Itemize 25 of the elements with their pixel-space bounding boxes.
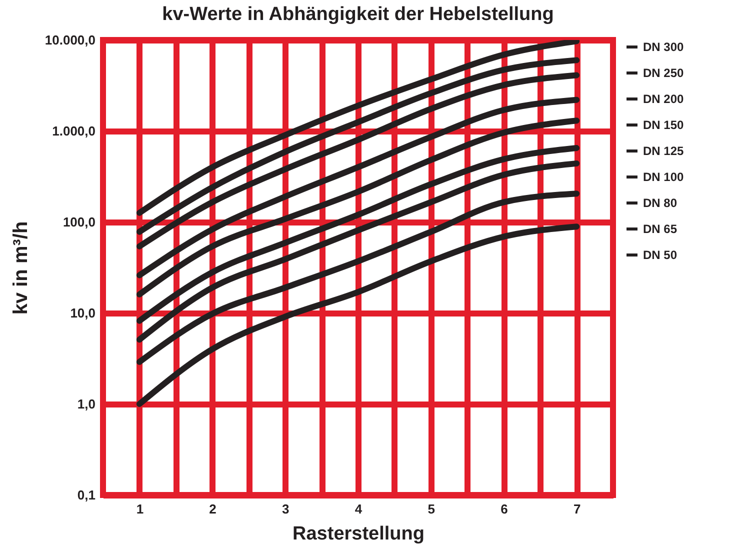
legend-label: DN 125 bbox=[643, 144, 684, 158]
legend-label: DN 200 bbox=[643, 92, 684, 106]
y-tick-label: 1,0 bbox=[77, 396, 96, 412]
x-tick-label: 5 bbox=[428, 502, 435, 516]
chart-title: kv-Werte in Abhängigkeit der Hebelstellung bbox=[162, 4, 554, 25]
x-tick-label: 2 bbox=[209, 502, 216, 516]
legend-label: DN 250 bbox=[643, 66, 684, 80]
x-axis-title: Rasterstellung bbox=[292, 524, 424, 544]
x-tick-label: 4 bbox=[354, 502, 363, 516]
x-tick-label: 6 bbox=[500, 502, 508, 516]
y-tick-label: 0,1 bbox=[77, 488, 96, 502]
y-tick-label: 10.000,0 bbox=[44, 32, 96, 48]
x-tick-label: 1 bbox=[136, 502, 144, 516]
x-tick-label: 7 bbox=[573, 502, 581, 516]
x-tick-label: 3 bbox=[282, 502, 290, 516]
y-tick-label: 10,0 bbox=[70, 306, 96, 320]
legend-label: DN 150 bbox=[643, 118, 684, 132]
legend-label: DN 65 bbox=[643, 222, 678, 236]
y-tick-label: 1.000,0 bbox=[52, 124, 96, 138]
legend-label: DN 300 bbox=[643, 40, 684, 54]
legend-label: DN 50 bbox=[643, 248, 678, 262]
legend-label: DN 80 bbox=[643, 196, 678, 210]
legend-label: DN 100 bbox=[643, 170, 684, 184]
y-tick-label: 100,0 bbox=[62, 214, 96, 230]
y-axis-title: kv in m³/h bbox=[10, 221, 32, 315]
